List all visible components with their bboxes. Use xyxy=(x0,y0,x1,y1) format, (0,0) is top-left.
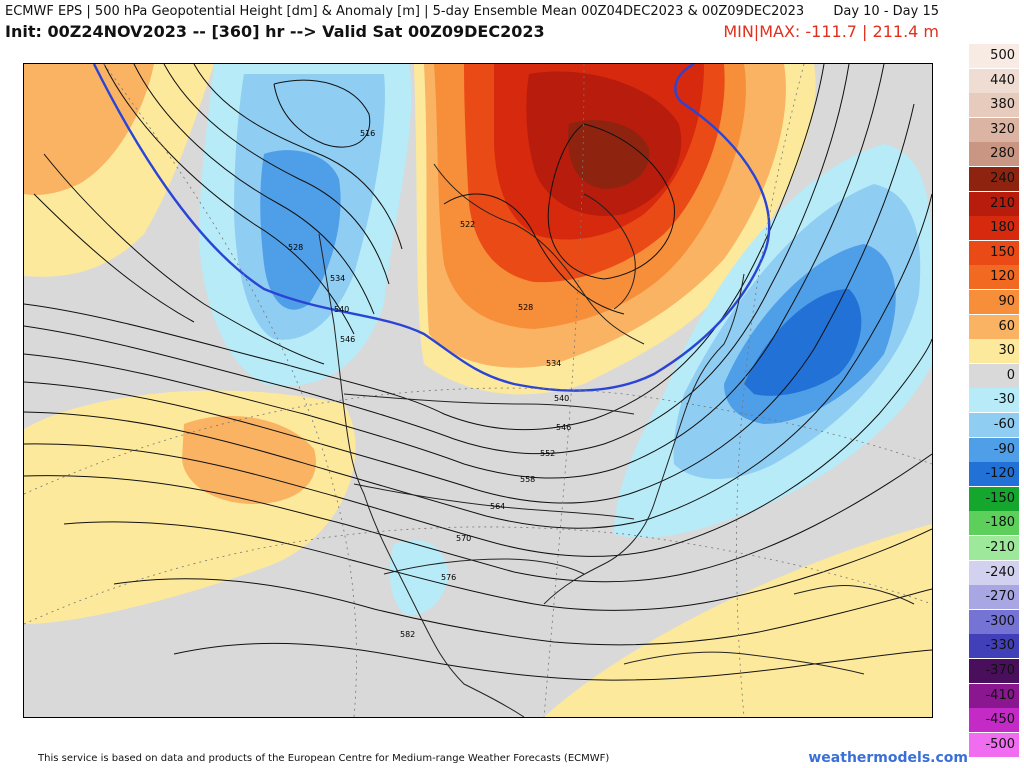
legend-cell: -300 xyxy=(969,609,1019,634)
contour-label-558: 558 xyxy=(520,475,535,484)
legend-cell: 320 xyxy=(969,117,1019,142)
legend-label: -450 xyxy=(985,712,1015,728)
header-minmax: MIN|MAX: -111.7 | 211.4 m xyxy=(723,22,939,41)
legend-cell: 120 xyxy=(969,265,1019,290)
header-init-valid: Init: 00Z24NOV2023 -- [360] hr --> Valid… xyxy=(5,22,545,41)
positive-anomaly-orange-nw xyxy=(24,64,154,195)
legend-cell: 180 xyxy=(969,216,1019,241)
legend-cell: -150 xyxy=(969,486,1019,511)
contour-label-582: 582 xyxy=(400,630,415,639)
legend-cell: 380 xyxy=(969,93,1019,118)
graticule xyxy=(24,64,932,717)
contour-label-552: 552 xyxy=(540,449,555,458)
anomaly-color-legend: 500 440 380 320 280 240 210 180 150 120 90 60 30 0 -30… xyxy=(969,44,1019,758)
legend-cell: -500 xyxy=(969,732,1019,757)
legend-label: -270 xyxy=(985,589,1015,605)
legend-label: -210 xyxy=(985,540,1015,555)
positive-anomaly-caribbean xyxy=(544,524,932,717)
legend-label: -150 xyxy=(985,490,1015,506)
legend-cell: 500 xyxy=(969,44,1019,68)
coastlines xyxy=(318,163,915,717)
legend-label: -300 xyxy=(985,613,1015,629)
legend-cell: 0 xyxy=(969,363,1019,388)
legend-label: 440 xyxy=(990,72,1015,88)
contour-labels: 516 522 528 528 534 534 540 540 546 546 … xyxy=(288,129,571,639)
contour-label-564: 564 xyxy=(490,502,505,511)
legend-label: -30 xyxy=(993,392,1015,408)
legend-label: -180 xyxy=(985,515,1015,531)
contour-label-546-east: 546 xyxy=(556,423,571,432)
legend-label: 240 xyxy=(990,171,1015,186)
legend-label: -240 xyxy=(985,564,1015,580)
legend-label: 120 xyxy=(990,269,1015,285)
legend-cell: 90 xyxy=(969,290,1019,314)
legend-label: -120 xyxy=(985,466,1015,482)
legend-label: 180 xyxy=(990,220,1015,236)
header-day-range: Day 10 - Day 15 xyxy=(833,4,939,19)
legend-label: 30 xyxy=(998,343,1015,359)
legend-label: 500 xyxy=(990,48,1015,63)
legend-cell: -30 xyxy=(969,388,1019,413)
legend-label: -370 xyxy=(985,663,1015,678)
legend-label: 0 xyxy=(1006,367,1015,383)
contour-label-522: 522 xyxy=(460,220,475,229)
contour-label-534-west: 534 xyxy=(330,274,345,283)
map-panel: 516 522 528 528 534 534 540 540 546 546 … xyxy=(23,63,933,718)
legend-label: -330 xyxy=(985,638,1015,654)
legend-label: -90 xyxy=(993,441,1015,457)
legend-cell: -450 xyxy=(969,708,1019,733)
legend-cell: -210 xyxy=(969,536,1019,560)
legend-cell: 280 xyxy=(969,142,1019,167)
contour-label-570: 570 xyxy=(456,534,471,543)
legend-cell: -60 xyxy=(969,413,1019,437)
legend-label: 320 xyxy=(990,121,1015,137)
legend-label: 280 xyxy=(990,146,1015,162)
legend-cell: -370 xyxy=(969,659,1019,683)
legend-cell: -270 xyxy=(969,585,1019,610)
legend-cell: 240 xyxy=(969,167,1019,191)
brand-link[interactable]: weathermodels.com xyxy=(808,750,968,766)
legend-label: 90 xyxy=(998,294,1015,309)
legend-cell: -90 xyxy=(969,437,1019,462)
legend-cell: -240 xyxy=(969,560,1019,585)
anomaly-map: 516 522 528 528 534 534 540 540 546 546 … xyxy=(24,64,932,717)
legend-cell: 150 xyxy=(969,240,1019,265)
legend-cell: 30 xyxy=(969,339,1019,364)
legend-label: 150 xyxy=(990,244,1015,260)
legend-label: -500 xyxy=(985,736,1015,752)
legend-cell: 440 xyxy=(969,68,1019,93)
height-contour-540-blue xyxy=(92,64,771,392)
legend-label: -410 xyxy=(985,687,1015,703)
legend-cell: -410 xyxy=(969,683,1019,708)
contour-label-534-east: 534 xyxy=(546,359,561,368)
legend-cell: 210 xyxy=(969,191,1019,216)
ecmwf-attribution: This service is based on data and produc… xyxy=(38,753,610,764)
contour-label-540-east: 540 xyxy=(554,394,569,403)
legend-label: 60 xyxy=(998,318,1015,334)
legend-cell: -180 xyxy=(969,511,1019,536)
contour-label-528-east: 528 xyxy=(518,303,533,312)
legend-label: 380 xyxy=(990,97,1015,113)
contour-label-528-west: 528 xyxy=(288,243,303,252)
height-contours xyxy=(24,64,932,681)
header-title: ECMWF EPS | 500 hPa Geopotential Height … xyxy=(5,4,805,19)
legend-cell: -120 xyxy=(969,462,1019,487)
contour-label-516: 516 xyxy=(360,129,375,138)
contour-label-546-west: 546 xyxy=(340,335,355,344)
legend-label: 210 xyxy=(990,195,1015,211)
positive-anomaly-deep-red xyxy=(568,120,650,189)
legend-cell: -330 xyxy=(969,634,1019,659)
contour-label-540-west: 540 xyxy=(334,305,349,314)
contour-label-576: 576 xyxy=(441,573,456,582)
legend-cell: 60 xyxy=(969,314,1019,339)
legend-label: -60 xyxy=(993,417,1015,432)
